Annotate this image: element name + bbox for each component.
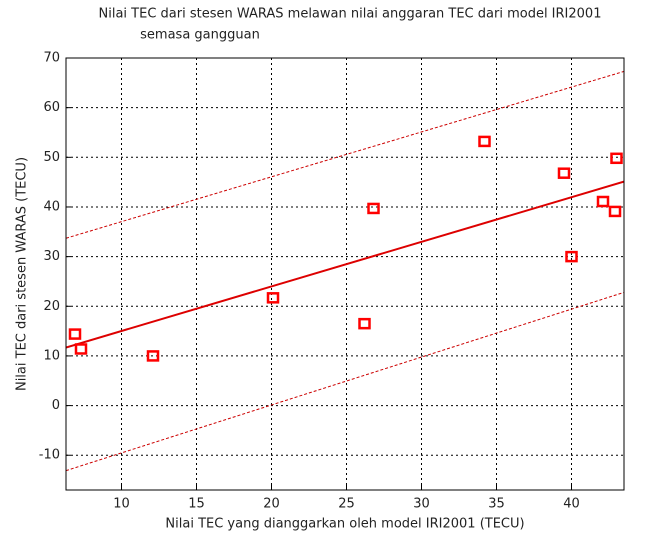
- x-tick-label: 30: [413, 497, 430, 512]
- plot-content: [66, 70, 624, 472]
- data-point: [565, 250, 578, 263]
- x-tick-label: 10: [113, 497, 130, 512]
- data-point: [596, 195, 610, 208]
- chart-subtitle: semasa gangguan: [140, 28, 260, 43]
- data-point: [367, 202, 380, 215]
- y-tick-label: 30: [43, 249, 60, 264]
- y-tick-label: 20: [43, 299, 60, 314]
- confidence-bound: [66, 70, 624, 239]
- fit-line: [66, 180, 624, 349]
- x-tick-label: 20: [263, 497, 280, 512]
- data-point: [478, 135, 491, 148]
- y-tick-label: 0: [52, 398, 60, 413]
- data-point: [68, 328, 82, 340]
- data-point: [266, 292, 280, 304]
- y-tick-label: 10: [43, 348, 60, 363]
- y-tick-label: -10: [39, 448, 60, 463]
- data-point: [610, 152, 623, 165]
- y-tick-label: 70: [43, 51, 60, 66]
- confidence-bound: [66, 291, 624, 472]
- data-point: [557, 167, 571, 179]
- data-point: [608, 205, 622, 218]
- plot-frame: [65, 57, 625, 491]
- x-tick-label: 15: [188, 497, 205, 512]
- plot-area: [66, 58, 624, 490]
- chart-title: Nilai TEC dari stesen WARAS melawan nila…: [99, 7, 602, 22]
- x-axis-label: Nilai TEC yang dianggarkan oleh model IR…: [165, 517, 524, 532]
- y-tick-label: 40: [43, 199, 60, 214]
- data-point: [74, 343, 88, 355]
- x-tick-label: 40: [563, 497, 580, 512]
- y-axis-label: Nilai TEC dari stesen WARAS (TECU): [15, 157, 30, 391]
- data-point: [358, 317, 371, 330]
- x-tick-label: 35: [488, 497, 505, 512]
- y-tick-label: 50: [43, 150, 60, 165]
- y-tick-label: 60: [43, 100, 60, 115]
- data-point: [146, 350, 160, 362]
- x-tick-label: 25: [338, 497, 355, 512]
